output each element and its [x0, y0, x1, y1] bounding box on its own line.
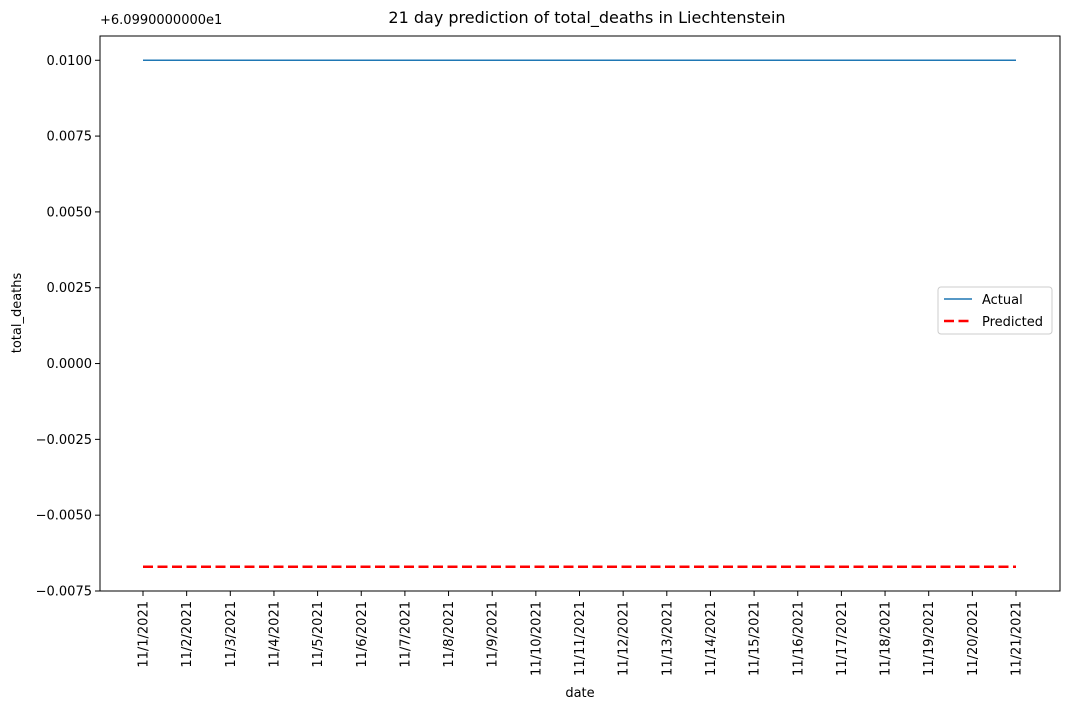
x-axis-label: date	[565, 686, 594, 701]
x-tick-label: 11/7/2021	[398, 601, 413, 668]
y-tick-label: 0.0050	[47, 205, 93, 220]
plot-area: −0.0075 −0.0050 −0.0025 0.0000 0.0025 0.0050 0…	[36, 54, 1025, 676]
y-axis-label: total_deaths	[10, 273, 25, 354]
y-tick-label: −0.0025	[36, 433, 92, 448]
x-tick-label: 11/11/2021	[573, 601, 588, 676]
legend-label-predicted: Predicted	[982, 315, 1043, 330]
y-tick-label: 0.0100	[47, 54, 93, 69]
plot-frame	[99, 35, 1061, 592]
x-tick-label: 11/18/2021	[879, 601, 894, 676]
y-tick-label: 0.0075	[47, 130, 93, 145]
y-tick-label: −0.0050	[36, 509, 92, 524]
x-tick-label: 11/15/2021	[748, 601, 763, 676]
x-tick-label: 11/1/2021	[137, 601, 152, 668]
x-tick-label: 11/21/2021	[1010, 601, 1025, 676]
x-tick-label: 11/6/2021	[355, 601, 370, 668]
y-tick-label: 0.0000	[47, 357, 93, 372]
x-tick-label: 11/14/2021	[704, 601, 719, 676]
x-tick-label: 11/3/2021	[224, 601, 239, 668]
x-tick-label: 11/16/2021	[791, 601, 806, 676]
x-tick-label: 11/20/2021	[966, 601, 981, 676]
legend: Actual Predicted	[937, 286, 1053, 335]
x-tick-label: 11/5/2021	[311, 601, 326, 668]
x-tick-label: 11/17/2021	[835, 601, 850, 676]
x-tick-label: 11/2/2021	[180, 601, 195, 668]
y-tick-label: −0.0075	[36, 585, 92, 600]
x-tick-label: 11/10/2021	[529, 601, 544, 676]
chart-title: 21 day prediction of total_deaths in Lie…	[388, 8, 785, 28]
x-tick-label: 11/13/2021	[660, 601, 675, 676]
legend-label-actual: Actual	[982, 293, 1023, 308]
y-offset-text: +6.0990000000e1	[100, 13, 222, 28]
x-tick-label: 11/4/2021	[267, 601, 282, 668]
x-tick-label: 11/9/2021	[486, 601, 501, 668]
y-tick-label: 0.0025	[47, 281, 93, 296]
x-tick-label: 11/8/2021	[442, 601, 457, 668]
x-tick-label: 11/19/2021	[922, 601, 937, 676]
x-tick-label: 11/12/2021	[617, 601, 632, 676]
